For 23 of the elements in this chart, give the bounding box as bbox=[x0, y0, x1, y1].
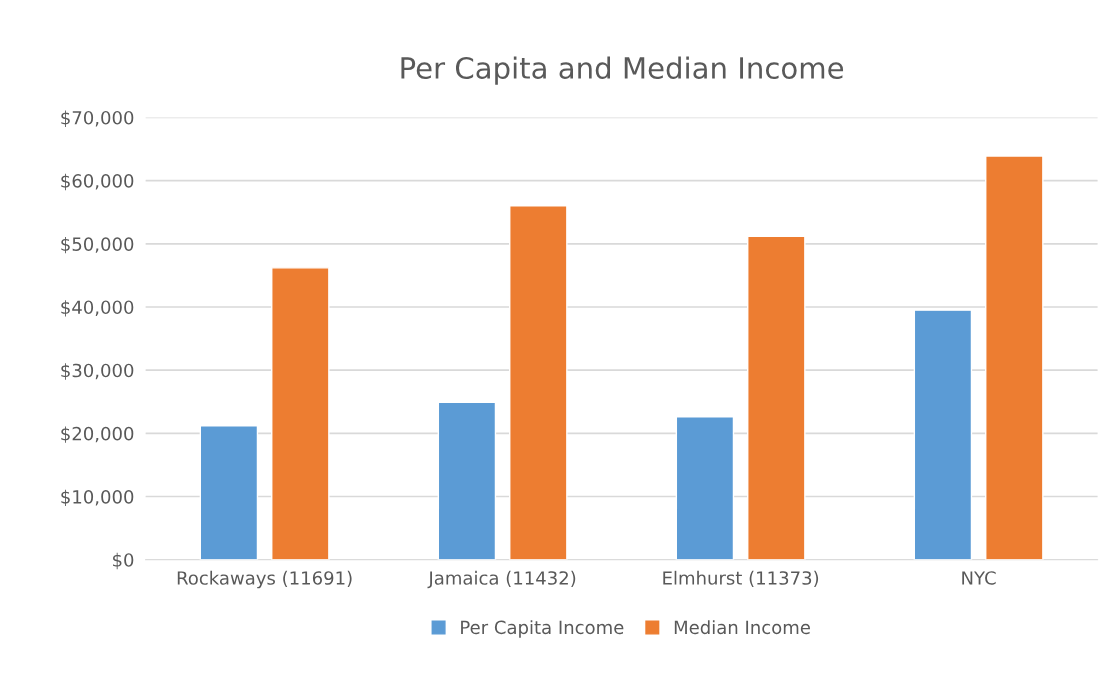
bar bbox=[509, 205, 568, 560]
bar bbox=[913, 309, 973, 560]
x-tick-label: Rockaways (11691) bbox=[177, 570, 352, 589]
x-tick-label: Jamaica (11432) bbox=[427, 570, 576, 589]
bar bbox=[747, 235, 806, 560]
bar bbox=[199, 425, 259, 560]
chart-title: Per Capita and Median Income bbox=[401, 56, 844, 85]
bar bbox=[675, 416, 735, 560]
y-tick-label: $0 bbox=[113, 552, 134, 570]
y-tick-label: $50,000 bbox=[61, 236, 134, 254]
y-tick-label: $30,000 bbox=[61, 363, 134, 380]
bar bbox=[437, 401, 497, 560]
y-tick-label: $20,000 bbox=[61, 426, 134, 443]
x-tick-label: Elmhurst (11373) bbox=[663, 570, 819, 587]
x-tick-label: NYC bbox=[962, 571, 996, 585]
legend-label: Per Capita Income bbox=[461, 620, 624, 638]
y-tick-label: $40,000 bbox=[61, 300, 134, 317]
y-tick-label: $70,000 bbox=[61, 110, 134, 127]
bar bbox=[271, 267, 330, 560]
legend-label: Median Income bbox=[674, 620, 810, 635]
y-tick-label: $10,000 bbox=[61, 489, 134, 507]
y-tick-label: $60,000 bbox=[61, 173, 134, 191]
bar bbox=[985, 155, 1044, 560]
